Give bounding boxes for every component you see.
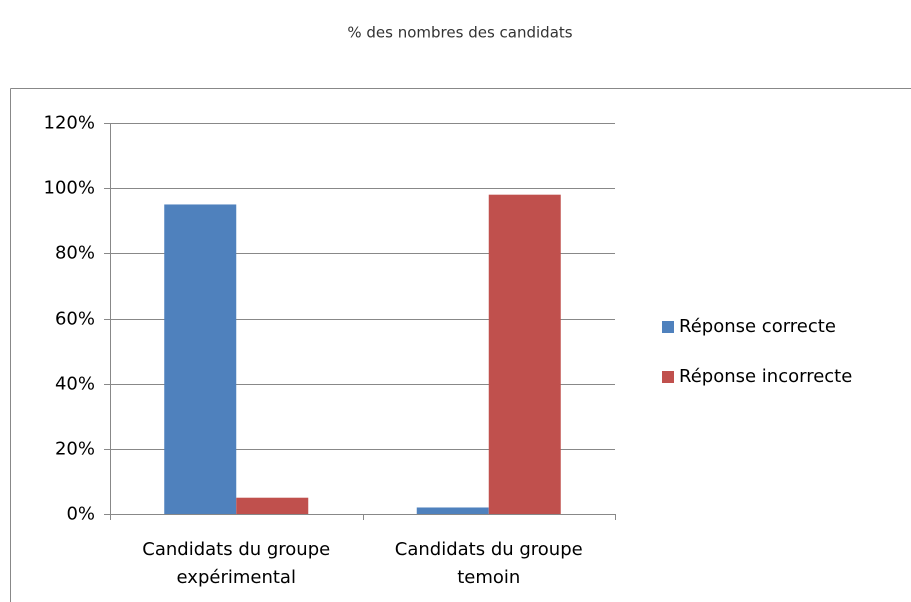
bar xyxy=(416,507,489,514)
legend-swatch xyxy=(662,321,674,333)
x-tick-label: Candidats du groupe temoin xyxy=(394,539,583,588)
y-tick-label: 0% xyxy=(66,504,95,525)
y-tick-label: 100% xyxy=(44,178,95,199)
y-tick-label: 120% xyxy=(44,113,95,134)
legend-label: Réponse incorrecte xyxy=(679,366,852,387)
y-tick-label: 80% xyxy=(55,243,95,264)
y-tick-label: 20% xyxy=(55,439,95,460)
bar xyxy=(488,194,561,514)
y-tick-label: 60% xyxy=(55,309,95,330)
chart-title: % des nombres des candidats xyxy=(347,24,572,42)
bar xyxy=(164,204,237,515)
legend-label: Réponse correcte xyxy=(679,316,836,337)
x-tick-label: Candidats du groupe expérimental xyxy=(142,539,331,588)
y-tick-label: 40% xyxy=(55,374,95,395)
legend-swatch xyxy=(662,371,674,383)
bar xyxy=(236,497,309,514)
